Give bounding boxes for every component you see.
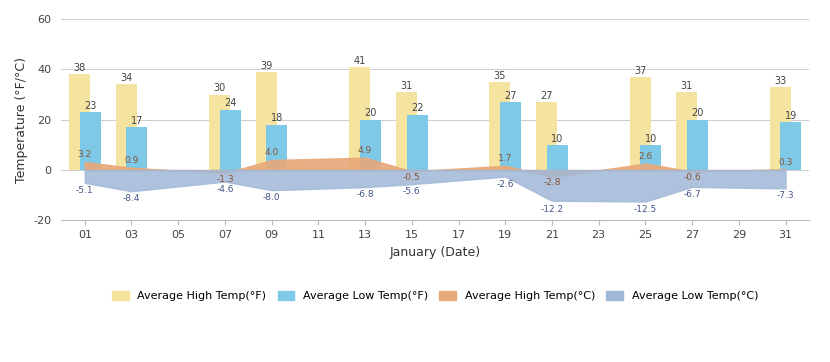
Text: 35: 35 [494,71,506,81]
Bar [780,122,801,170]
Text: -8.4: -8.4 [123,194,140,203]
Text: 39: 39 [261,60,272,71]
Text: -4.6: -4.6 [216,185,234,194]
Text: 34: 34 [120,73,132,83]
Text: 2.6: 2.6 [638,152,652,161]
Text: 4.9: 4.9 [358,146,372,155]
Bar [256,72,277,170]
Text: 0.3: 0.3 [779,158,793,167]
Text: 4.0: 4.0 [265,148,279,157]
Bar [126,127,147,170]
Bar [490,82,510,170]
Text: 10: 10 [645,134,657,144]
Bar [80,112,100,170]
Bar [630,77,651,170]
Text: -0.5: -0.5 [403,173,421,182]
Text: 31: 31 [400,81,413,91]
Text: -2.6: -2.6 [496,180,514,189]
Bar [115,84,137,170]
Text: 27: 27 [540,91,553,101]
Bar [69,74,90,170]
Text: 22: 22 [411,104,423,113]
Text: 24: 24 [224,98,237,108]
Text: -8.0: -8.0 [263,193,281,202]
Text: -5.6: -5.6 [403,187,421,196]
Bar [536,102,557,170]
Text: 1.7: 1.7 [498,154,512,163]
Bar [769,87,791,170]
Y-axis label: Temperature (°F/°C): Temperature (°F/°C) [15,57,28,183]
X-axis label: January (Date): January (Date) [389,246,481,259]
Bar [220,110,241,170]
Bar [266,125,287,170]
Text: -6.7: -6.7 [683,190,701,199]
Bar [396,92,417,170]
Text: -12.5: -12.5 [634,205,657,214]
Text: -0.6: -0.6 [683,173,701,182]
Bar [500,102,521,170]
Text: 0.9: 0.9 [124,156,139,165]
Text: 23: 23 [84,101,96,111]
Bar [640,145,662,170]
Text: 38: 38 [73,63,85,73]
Text: -12.2: -12.2 [540,205,564,214]
Bar [209,94,230,170]
Text: 20: 20 [691,109,704,118]
Text: 10: 10 [551,134,564,144]
Text: -6.8: -6.8 [356,190,374,199]
Text: 31: 31 [681,81,693,91]
Text: -1.3: -1.3 [216,174,234,184]
Text: -7.3: -7.3 [777,191,794,201]
Text: 17: 17 [130,116,143,126]
Bar [407,115,427,170]
Text: 33: 33 [774,76,786,86]
Text: 37: 37 [634,66,647,76]
Bar [360,120,381,170]
Legend: Average High Temp(°F), Average Low Temp(°F), Average High Temp(°C), Average Low : Average High Temp(°F), Average Low Temp(… [107,286,763,306]
Bar [349,67,370,170]
Text: 27: 27 [505,91,517,101]
Text: 3.2: 3.2 [78,151,92,160]
Bar [547,145,568,170]
Text: 41: 41 [354,56,366,66]
Text: 20: 20 [364,109,377,118]
Text: 19: 19 [784,111,797,121]
Text: -5.1: -5.1 [76,186,94,195]
Text: 30: 30 [213,83,226,93]
Bar [676,92,697,170]
Text: -2.8: -2.8 [543,178,561,188]
Text: 18: 18 [271,113,283,123]
Bar [687,120,708,170]
